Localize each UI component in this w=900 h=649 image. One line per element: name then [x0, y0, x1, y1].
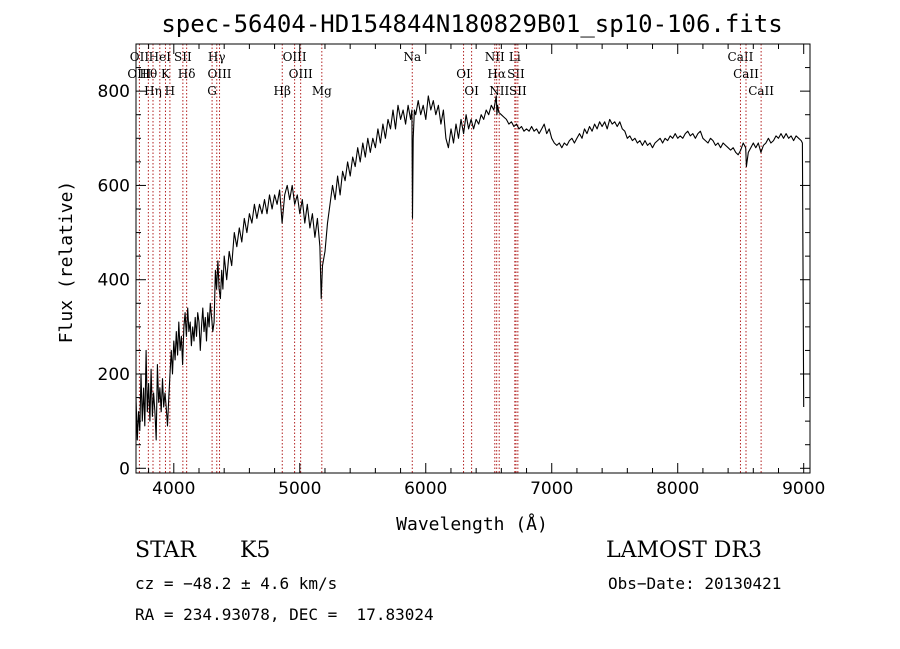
- line-marker-label: SII: [174, 50, 192, 64]
- line-marker-label: NII: [489, 84, 509, 98]
- line-marker-label: Hα: [487, 67, 506, 81]
- line-marker-label: HeI: [149, 50, 172, 64]
- x-tick-label: 5000: [278, 479, 321, 499]
- line-marker-label: H: [165, 84, 175, 98]
- line-marker-label: Hβ: [274, 84, 291, 98]
- line-marker-label: K: [161, 67, 171, 81]
- x-tick-label: 7000: [530, 479, 573, 499]
- line-marker-label: Na: [403, 50, 421, 64]
- line-marker-label: OI: [464, 84, 479, 98]
- x-tick-label: 9000: [782, 479, 825, 499]
- spectrum-line: [135, 95, 805, 441]
- plot-frame: [135, 43, 811, 474]
- line-marker-label: Hθ: [139, 67, 157, 81]
- line-marker-label: CaII: [733, 67, 759, 81]
- line-marker-label: Hη: [144, 84, 162, 98]
- line-marker-label: OIII: [127, 67, 151, 81]
- line-marker-label: OI: [456, 67, 471, 81]
- line-marker-label: CaII: [728, 50, 754, 64]
- x-tick-label: 6000: [404, 479, 447, 499]
- observation-date: Obs−Date: 20130421: [608, 574, 782, 593]
- y-axis-label: Flux (relative): [56, 181, 77, 344]
- line-marker-label: Mg: [312, 84, 332, 98]
- object-class: STAR: [135, 538, 196, 563]
- line-marker-label: NII: [485, 50, 505, 64]
- x-tick-label: 4000: [152, 479, 195, 499]
- emission-line-markers: OIIOIIIHθHηHeIKHSIIHδGHγOIIIHβOIIIOIIIMg…: [127, 44, 774, 473]
- x-axis-label: Wavelength (Å): [396, 513, 548, 535]
- y-tick-label: 0: [119, 459, 130, 479]
- spectral-subclass: K5: [240, 538, 271, 563]
- line-marker-label: SII: [507, 67, 525, 81]
- line-marker-label: Li: [509, 50, 521, 64]
- line-marker-label: OIII: [283, 50, 307, 64]
- line-marker-label: OIII: [207, 67, 231, 81]
- coordinates: RA = 234.93078, DEC = 17.83024: [135, 605, 434, 624]
- x-tick-label: 8000: [656, 479, 699, 499]
- line-marker-label: CaII: [748, 84, 774, 98]
- axis-ticks: 4000 5000 6000 7000 8000 9000 0 200 400 600 800: [98, 44, 825, 499]
- chart-title: spec-56404-HD154844N180829B01_sp10-106.f…: [161, 10, 782, 38]
- line-marker-label: OIII: [289, 67, 313, 81]
- y-tick-label: 600: [98, 176, 130, 196]
- line-marker-label: Hδ: [178, 67, 196, 81]
- line-marker-label: Hγ: [208, 50, 226, 64]
- y-tick-label: 200: [98, 365, 130, 385]
- spectrum-series: [135, 95, 805, 441]
- y-tick-label: 400: [98, 271, 130, 291]
- line-marker-label: SII: [509, 84, 527, 98]
- line-marker-label: OII: [130, 50, 150, 64]
- line-marker-label: G: [207, 84, 217, 98]
- survey-name: LAMOST DR3: [606, 538, 762, 563]
- redshift-info: cz = −48.2 ± 4.6 km/s: [135, 574, 338, 593]
- y-tick-label: 800: [98, 82, 130, 102]
